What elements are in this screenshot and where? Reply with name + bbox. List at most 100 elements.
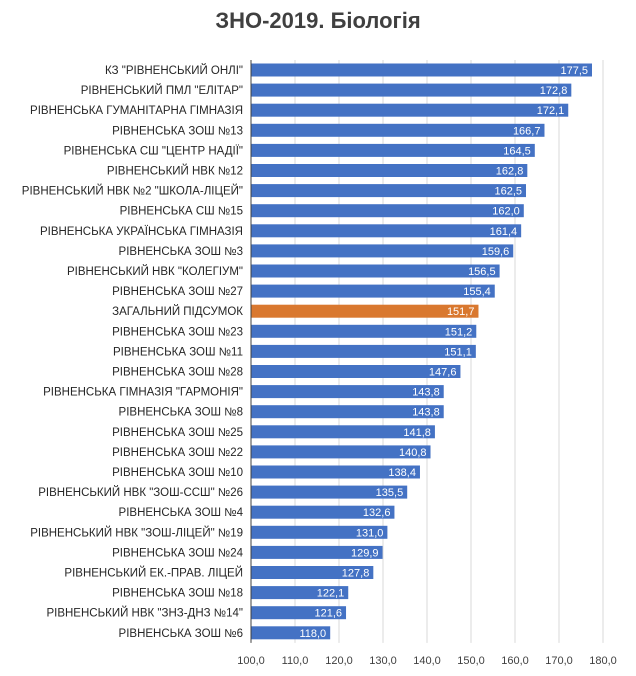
data-label: 151,2 xyxy=(445,326,473,338)
bar xyxy=(251,405,444,419)
data-label: 155,4 xyxy=(463,286,491,298)
category-label: РІВНЕНСЬКА ЗОШ №10 xyxy=(112,467,243,479)
bar xyxy=(251,586,349,600)
bar xyxy=(251,83,572,97)
category-label: РІВНЕНСЬКА ЗОШ №6 xyxy=(119,628,243,640)
category-label: РІВНЕНСЬКА ЗОШ №24 xyxy=(112,547,243,559)
x-tick-label: 170,0 xyxy=(545,655,573,667)
category-label: РІВНЕНСЬКИЙ НВК №2 "ШКОЛА-ЛІЦЕЙ" xyxy=(22,185,243,198)
category-label: РІВНЕНСЬКИЙ НВК "ЗНЗ-ДНЗ №14" xyxy=(46,607,243,620)
bar xyxy=(251,425,435,439)
category-label: РІВНЕНСЬКИЙ НВК "КОЛЕГІУМ" xyxy=(67,265,243,278)
bar xyxy=(251,465,420,479)
x-tick-label: 130,0 xyxy=(369,655,397,667)
category-label: РІВНЕНСЬКИЙ НВК "ЗОШ-ССШ" №26 xyxy=(38,486,243,499)
bar xyxy=(251,344,476,358)
data-label: 143,8 xyxy=(412,387,440,399)
x-tick-label: 150,0 xyxy=(457,655,485,667)
category-label: РІВНЕНСЬКА ЗОШ №11 xyxy=(113,346,243,358)
bar xyxy=(251,264,500,278)
data-label: 172,1 xyxy=(537,105,565,117)
category-label: РІВНЕНСЬКА ЗОШ №4 xyxy=(119,507,244,519)
chart-title: ЗНО-2019. Біологія xyxy=(215,8,421,33)
bar xyxy=(251,566,374,579)
data-label: 122,1 xyxy=(317,588,345,600)
category-label: РІВНЕНСЬКА ЗОШ №23 xyxy=(112,326,243,338)
bar xyxy=(251,123,545,137)
bar xyxy=(251,525,388,539)
data-label: 127,8 xyxy=(342,568,370,580)
category-label: РІВНЕНСЬКИЙ ПМЛ "ЕЛІТАР" xyxy=(81,84,243,97)
bar xyxy=(251,606,347,620)
data-label: 118,0 xyxy=(299,628,326,640)
data-label: 161,4 xyxy=(490,226,518,238)
bar xyxy=(251,445,431,459)
bar xyxy=(251,324,477,338)
data-label: 162,8 xyxy=(496,166,524,178)
category-label: РІВНЕНСЬКА ЗОШ №8 xyxy=(119,407,243,419)
data-label: 132,6 xyxy=(363,507,391,519)
category-label: РІВНЕНСЬКА ЗОШ №25 xyxy=(112,427,243,439)
bar xyxy=(251,505,395,519)
category-label: РІВНЕНСЬКА ГІМНАЗІЯ "ГАРМОНІЯ" xyxy=(43,387,243,399)
data-label: 159,6 xyxy=(482,246,510,258)
data-label: 177,5 xyxy=(560,65,588,77)
category-label: РІВНЕНСЬКА ЗОШ №27 xyxy=(112,286,243,298)
x-tick-label: 160,0 xyxy=(501,655,529,667)
category-label: РІВНЕНСЬКА ЗОШ №28 xyxy=(112,367,243,379)
category-label: РІВНЕНСЬКА ЗОШ №18 xyxy=(112,588,243,600)
data-label: 151,7 xyxy=(447,306,475,318)
data-label: 151,1 xyxy=(444,346,472,358)
label-layer: КЗ "РІВНЕНСЬКИЙ ОНЛІ" 177,5 РІВНЕНСЬКИЙ ПМ… xyxy=(22,64,588,640)
bar xyxy=(251,284,495,298)
data-label: 135,5 xyxy=(376,487,404,499)
data-label: 121,6 xyxy=(315,608,343,620)
category-label: РІВНЕНСЬКА СШ "ЦЕНТР НАДІЇ" xyxy=(64,145,243,157)
category-label: РІВНЕНСЬКА ЗОШ №13 xyxy=(112,125,243,137)
bar xyxy=(251,204,524,218)
bar-highlight xyxy=(251,304,479,318)
bar xyxy=(251,143,535,157)
x-tick-label: 110,0 xyxy=(282,655,309,667)
category-label: КЗ "РІВНЕНСЬКИЙ ОНЛІ" xyxy=(105,64,243,77)
data-label: 164,5 xyxy=(503,145,531,157)
bar xyxy=(251,103,569,117)
data-label: 141,8 xyxy=(403,427,431,439)
bar xyxy=(251,184,526,198)
data-label: 166,7 xyxy=(513,125,541,137)
data-label: 162,0 xyxy=(492,206,520,218)
category-label: РІВНЕНСЬКИЙ ЕК.-ПРАВ. ЛІЦЕЙ xyxy=(64,567,243,580)
data-label: 140,8 xyxy=(399,447,427,459)
data-label: 138,4 xyxy=(388,467,416,479)
category-label: РІВНЕНСЬКА СШ №15 xyxy=(120,206,243,218)
x-tick-label: 140,0 xyxy=(413,655,441,667)
x-tick-label: 120,0 xyxy=(325,655,353,667)
data-label: 147,6 xyxy=(429,367,457,379)
data-label: 172,8 xyxy=(540,85,568,97)
bar xyxy=(251,365,461,378)
data-label: 131,0 xyxy=(356,527,384,539)
bar xyxy=(251,626,331,640)
bar xyxy=(251,224,522,238)
bar xyxy=(251,63,592,77)
data-label: 156,5 xyxy=(468,266,496,278)
category-label: ЗАГАЛЬНИЙ ПІДСУМОК xyxy=(112,305,243,318)
bar xyxy=(251,385,444,399)
bar xyxy=(251,545,383,559)
category-label: РІВНЕНСЬКИЙ НВК "ЗОШ-ЛІЦЕЙ" №19 xyxy=(30,526,243,539)
category-label: РІВНЕНСЬКИЙ НВК №12 xyxy=(107,165,243,178)
category-label: РІВНЕНСЬКА ЗОШ №22 xyxy=(112,447,243,459)
axis-layer: 100,0 110,0 120,0 130,0 140,0 150,0 160,0 170,0… xyxy=(237,59,617,667)
bar xyxy=(251,244,514,258)
x-tick-label: 100,0 xyxy=(237,655,265,667)
data-label: 162,5 xyxy=(494,186,522,198)
x-tick-label: 180,0 xyxy=(589,655,617,667)
bar-layer xyxy=(251,63,592,640)
data-label: 129,9 xyxy=(351,547,379,559)
category-label: РІВНЕНСЬКА УКРАЇНСЬКА ГІМНАЗІЯ xyxy=(40,226,243,238)
category-label: РІВНЕНСЬКА ГУМАНІТАРНА ГІМНАЗІЯ xyxy=(30,105,243,117)
bar xyxy=(251,164,528,177)
bar xyxy=(251,485,408,499)
category-label: РІВНЕНСЬКА ЗОШ №3 xyxy=(119,246,243,258)
